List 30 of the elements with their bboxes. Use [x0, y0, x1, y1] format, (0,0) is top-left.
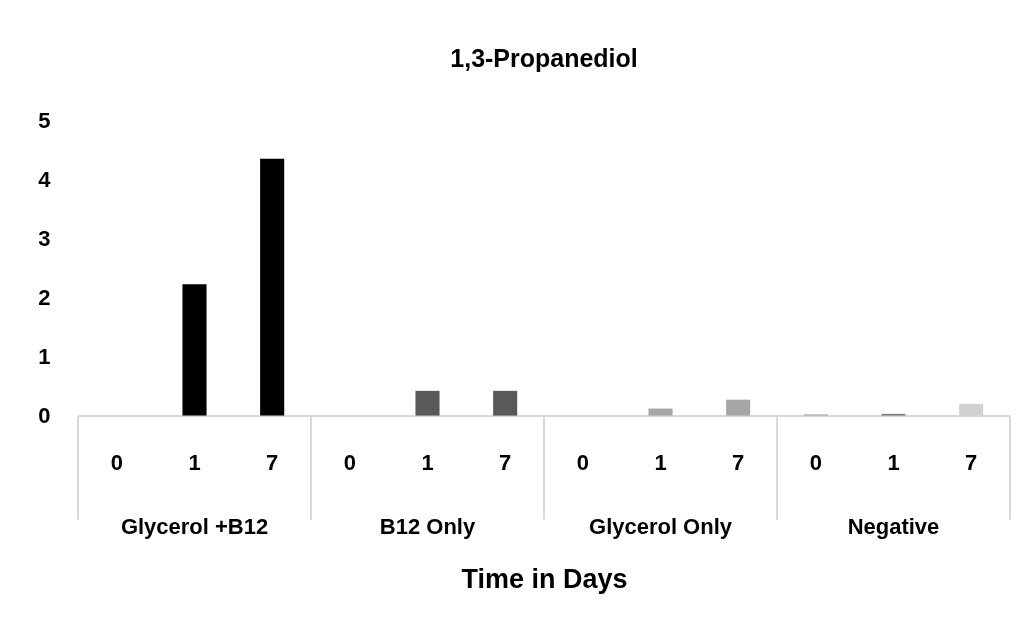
x-tick-label: 0	[110, 450, 123, 476]
x-tick-label: 7	[266, 450, 279, 476]
bar	[493, 390, 518, 416]
bar	[260, 158, 285, 416]
x-tick-label: 7	[499, 450, 512, 476]
y-tick-label: 4	[38, 167, 52, 193]
text: B12 Only	[379, 513, 476, 539]
x-tick-label: 1	[421, 450, 434, 476]
x-tick-label: 1	[654, 450, 667, 476]
text: Negative	[847, 513, 940, 539]
y-tick-label: 2	[38, 285, 51, 311]
chart-title: 1,3-Propanediol	[450, 44, 638, 72]
x-tick-label: 0	[343, 450, 356, 476]
x-tick-label: 7	[965, 450, 978, 476]
x-tick-label: 0	[809, 450, 822, 476]
x-tick-label: 0	[576, 450, 589, 476]
y-tick-label: 0	[38, 403, 51, 429]
x-axis-title: Time in Days	[461, 564, 628, 595]
y-tick-label: 5	[38, 108, 51, 134]
text: Glycerol +B12	[120, 513, 269, 539]
text: Glycerol Only	[589, 513, 733, 539]
bar	[726, 399, 751, 416]
x-tick-label: 1	[188, 450, 201, 476]
y-tick-label: 1	[38, 344, 51, 370]
bar	[648, 408, 673, 416]
x-tick-label: 1	[887, 450, 900, 476]
y-tick-label: 3	[38, 226, 51, 252]
x-tick-label: 7	[732, 450, 745, 476]
bar	[182, 284, 207, 416]
bar	[415, 390, 440, 416]
